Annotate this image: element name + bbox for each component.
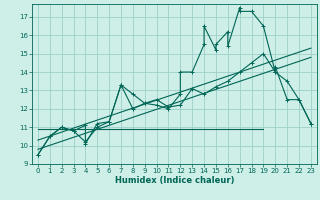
X-axis label: Humidex (Indice chaleur): Humidex (Indice chaleur) <box>115 176 234 185</box>
